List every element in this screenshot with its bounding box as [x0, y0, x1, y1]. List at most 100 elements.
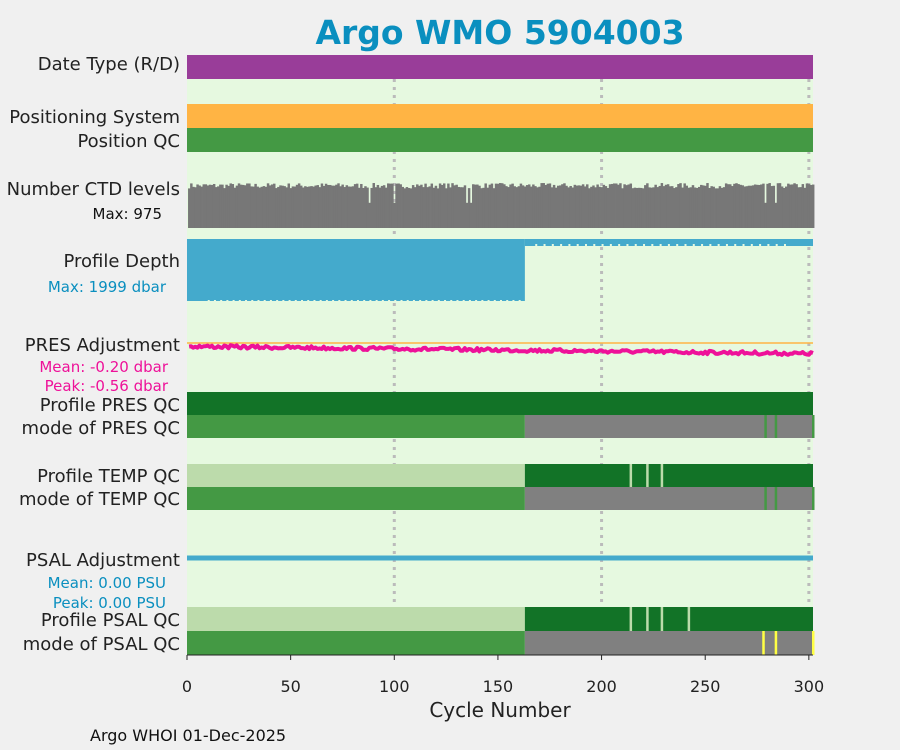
row-label-profile-psal-qc: Profile PSAL QC — [41, 610, 180, 631]
ctd-levels-bar — [573, 184, 577, 228]
ctd-levels-bar — [480, 188, 483, 228]
ctd-levels-bar — [270, 184, 274, 228]
ctd-levels-bar — [266, 183, 270, 228]
ctd-levels-bar — [476, 184, 479, 228]
psal-adjustment-mean: Mean: 0.00 PSU — [48, 574, 166, 592]
ctd-levels-bar — [749, 185, 753, 228]
ctd-levels-bar — [726, 184, 730, 228]
profile-pres-qc-segment-0 — [187, 392, 813, 415]
ctd-levels-bar — [795, 184, 798, 228]
ctd-levels-bar — [776, 183, 780, 228]
ctd-levels-bar — [212, 183, 216, 228]
mode-pres-qc-mark-0 — [764, 415, 767, 438]
ctd-levels-bar — [700, 184, 703, 228]
row-label-psal-adjustment: PSAL Adjustment — [26, 550, 180, 571]
ctd-levels-bar — [509, 184, 512, 228]
ctd-levels-bar — [527, 184, 531, 228]
ctd-levels-bar — [542, 183, 545, 228]
profile-depth-gap — [535, 244, 538, 246]
ctd-levels-bar — [486, 187, 489, 228]
ctd-levels-bar — [729, 184, 732, 228]
profile-depth-gap — [338, 300, 341, 302]
ctd-levels-bar — [807, 184, 811, 228]
ctd-levels-bar — [258, 187, 261, 228]
ctd-levels-bar — [646, 183, 649, 228]
ctd-levels-bar — [515, 187, 519, 228]
ctd-levels-bar — [202, 184, 206, 228]
ctd-levels-bar — [503, 184, 506, 228]
ctd-levels-bar — [347, 186, 351, 228]
profile-depth-max: Max: 1999 dbar — [48, 278, 167, 296]
profile-depth-gap — [400, 300, 403, 302]
ctd-levels-bar — [472, 184, 475, 228]
profile-depth-gap — [481, 300, 484, 302]
ctd-levels-bar — [333, 185, 336, 228]
ctd-levels-bar — [302, 187, 305, 228]
ctd-levels-bar — [293, 186, 297, 228]
profile-psal-qc-mark-2 — [660, 607, 664, 631]
ctd-levels-bar — [641, 188, 645, 228]
profile-depth-gap — [568, 244, 571, 246]
ctd-levels-bar — [664, 184, 668, 228]
ctd-levels-bar — [432, 187, 436, 228]
ctd-levels-bar — [538, 186, 541, 228]
profile-depth-gap — [659, 244, 662, 246]
ctd-levels-bar — [731, 186, 734, 228]
ctd-levels-bar — [673, 188, 676, 228]
profile-depth-gap — [344, 300, 347, 302]
ctd-levels-bar — [575, 185, 579, 228]
profile-depth-gap — [319, 300, 322, 302]
profile-temp-qc-mark-2 — [660, 464, 664, 487]
ctd-levels-bar — [204, 184, 208, 228]
ctd-levels-bar — [797, 187, 800, 228]
ctd-levels-bar — [753, 184, 757, 228]
ctd-levels-bar — [341, 184, 344, 228]
ctd-levels-bar — [192, 186, 195, 228]
ctd-levels-bar — [326, 184, 330, 228]
ctd-levels-bar — [196, 184, 199, 228]
x-axis: 0 50 100 150 200 250 300 — [182, 654, 825, 696]
ctd-levels-bar — [370, 187, 373, 228]
profile-depth-gap — [363, 300, 366, 302]
ctd-levels-bar — [478, 185, 481, 228]
profile-depth-gap — [701, 244, 704, 246]
ctd-levels-bar — [523, 186, 527, 228]
profile-depth-gap — [301, 300, 304, 302]
ctd-levels-bar — [496, 183, 500, 228]
ctd-levels-bar — [494, 183, 498, 228]
mode-psal-qc-mark-0 — [762, 631, 765, 655]
profile-depth-gap — [692, 244, 695, 246]
ctd-levels-bar — [546, 183, 550, 228]
ctd-levels-bar — [320, 183, 324, 228]
profile-depth-gap — [462, 300, 465, 302]
profile-depth-gap — [651, 244, 654, 246]
ctd-levels-bar — [428, 186, 431, 228]
ctd-levels-bar — [455, 184, 458, 228]
profile-depth-gap — [263, 300, 266, 302]
ctd-levels-bar — [268, 185, 272, 228]
ctd-levels-bar — [407, 187, 411, 228]
ctd-levels-bar — [718, 186, 722, 228]
ctd-levels-bar — [619, 183, 622, 228]
ctd-levels-bar — [588, 188, 591, 228]
profile-depth-gap — [734, 244, 737, 246]
ctd-levels-bar — [397, 183, 400, 228]
ctd-levels-bar — [399, 184, 402, 228]
ctd-levels-bar — [809, 184, 813, 228]
ctd-levels-bar — [227, 185, 230, 228]
profile-depth-gap — [431, 300, 434, 302]
ctd-levels-bar — [621, 188, 624, 228]
ctd-levels-bar — [654, 184, 657, 228]
ctd-levels-bar — [221, 184, 224, 228]
ctd-levels-bar — [362, 187, 365, 228]
ctd-levels-bar — [785, 186, 788, 228]
profile-psal-qc-segment-1 — [524, 607, 813, 631]
x-tick-label-300: 300 — [794, 677, 825, 696]
ctd-levels-bar — [351, 186, 355, 228]
ctd-levels-bar — [811, 184, 815, 228]
ctd-levels-bar — [420, 184, 423, 228]
ctd-levels-bar — [283, 186, 286, 228]
ctd-levels-bar — [747, 185, 751, 228]
ctd-levels-bar — [440, 184, 444, 228]
